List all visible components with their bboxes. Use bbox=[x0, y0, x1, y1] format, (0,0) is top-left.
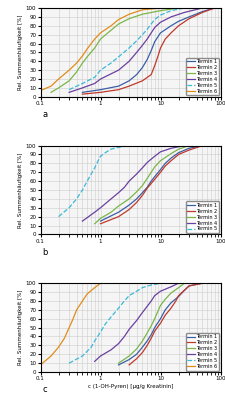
Legend: Termin 1, Termin 2, Termin 3, Termin 4, Termin 5, Termin 6: Termin 1, Termin 2, Termin 3, Termin 4, … bbox=[186, 333, 219, 370]
X-axis label: c (1-OH-Pyren) [µg/g Kreatinin]: c (1-OH-Pyren) [µg/g Kreatinin] bbox=[88, 384, 173, 389]
Legend: Termin 1, Termin 2, Termin 3, Termin 4, Termin 5, Termin 6: Termin 1, Termin 2, Termin 3, Termin 4, … bbox=[186, 58, 219, 95]
Text: c: c bbox=[42, 385, 47, 394]
Y-axis label: Rel. Summenhäufigkeit [%]: Rel. Summenhäufigkeit [%] bbox=[18, 15, 23, 90]
Y-axis label: Rel. Summenhäufigkeit [%]: Rel. Summenhäufigkeit [%] bbox=[18, 152, 23, 228]
Legend: Termin 1, Termin 2, Termin 3, Termin 4, Termin 5: Termin 1, Termin 2, Termin 3, Termin 4, … bbox=[186, 201, 219, 233]
Text: b: b bbox=[42, 248, 48, 257]
Y-axis label: Rel. Summenhäufigkeit [%]: Rel. Summenhäufigkeit [%] bbox=[18, 290, 23, 365]
Text: a: a bbox=[42, 110, 47, 119]
